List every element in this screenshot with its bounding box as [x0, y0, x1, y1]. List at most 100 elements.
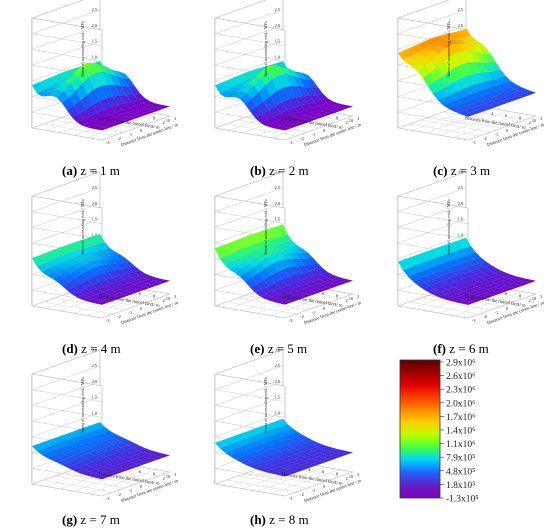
z-tick-label-f-3: 1.0 — [458, 232, 463, 237]
caption-e-text: z = 5 m — [267, 341, 308, 356]
y-tick-label-e-1: -2 — [300, 314, 304, 319]
caption-e: (e) z = 5 m — [250, 341, 307, 357]
caption-f: (f) z = 6 m — [433, 341, 489, 357]
z-tick-label-a-3: 1.0 — [92, 54, 97, 59]
colorbar-label-4: 1.7x10⁶ — [446, 413, 475, 423]
colorbar-label-5: 1.4x10⁶ — [446, 427, 475, 437]
surface-cell-d-13-7 — [144, 284, 157, 289]
y-tick-label-b-1: -2 — [300, 136, 304, 141]
colorbar-gradient — [399, 359, 441, 499]
colorbar-legend: 2.9x10⁶ 2.6x10⁶ 2.3x10⁶ 2.0x10⁶ 1.7x10⁶ 1.4x1… — [399, 359, 479, 504]
surface-cell-f-13-5 — [496, 289, 510, 294]
colorbar-label-2: 2.3x10⁶ — [446, 386, 475, 396]
z-tick-label-b-4: 1.5 — [275, 39, 280, 44]
z-tick-label-a-6: 2.5 — [92, 7, 97, 12]
surface-cell-e-13-6 — [320, 286, 334, 291]
x-tick-label-g-4: 8 — [153, 472, 155, 477]
surface-cell-f-13-1 — [469, 298, 483, 303]
surface-cell-e-13-4 — [306, 291, 320, 296]
surface-cell-b-13-4 — [306, 117, 320, 121]
caption-e-letter: (e) — [250, 341, 265, 356]
surface-cell-g-13-8 — [150, 456, 164, 461]
y-gridline-f-2 — [420, 297, 491, 311]
caption-h-text: z = 8 m — [269, 512, 309, 527]
z-gridline-h-6 — [214, 365, 286, 402]
y-tick-label-b-6: 3 — [357, 116, 359, 121]
y-gridline-c-1 — [409, 123, 480, 137]
surface-cell-g-13-0 — [96, 475, 110, 480]
surface-cell-e-13-9 — [340, 279, 354, 284]
surface-cell-d-13-9 — [157, 279, 171, 284]
y-tick-label-g-3: 0 — [140, 484, 142, 489]
y-gridline-a-0 — [31, 127, 103, 141]
z-gridline-a-5 — [31, 25, 103, 62]
surface-cell-e-13-2 — [293, 296, 306, 300]
colorbar-label-3: 2.0x10⁶ — [446, 399, 475, 409]
y-gridline-e-1 — [226, 301, 297, 315]
z-gridline-f-7 — [397, 171, 469, 209]
y-gridline-c-3 — [431, 115, 503, 129]
y-gridline-e-2 — [237, 297, 308, 311]
colorbar-label-0: 2.9x10⁶ — [446, 359, 475, 369]
y-tick-label-f-3: 0 — [506, 306, 508, 311]
surface-cell-f-13-8 — [516, 282, 530, 286]
caption-g-letter: (g) — [62, 512, 78, 527]
y-tick-label-e-6: 3 — [357, 294, 359, 299]
y-tick-label-h-3: 0 — [323, 484, 325, 489]
z-tick-label-b-6: 2.5 — [275, 7, 280, 12]
surface-cell-h-13-4 — [306, 463, 320, 468]
surface-cell-g-13-4 — [123, 465, 137, 470]
z-gridline-e-6 — [214, 187, 286, 224]
x-tick-label-f-5: 10 — [532, 296, 536, 301]
surface-panel-g: -0.50.00.51.01.52.02.53.00246810-3-2-101… — [31, 348, 179, 503]
surface-cell-h-13-0 — [279, 472, 293, 477]
z-tick-label-d-4: 1.5 — [92, 217, 97, 222]
y-gridline-g-0 — [31, 483, 103, 497]
surface-panel-h: -0.50.00.51.01.52.02.53.00246810-3-2-101… — [214, 348, 362, 503]
x-tick-label-e-4: 8 — [336, 294, 338, 299]
surface-cell-b-13-7 — [327, 110, 340, 114]
caption-a-text: z = 1 m — [80, 163, 120, 178]
z-axis-label-a: Stress of surrounding rock / MPa — [80, 21, 85, 77]
surface-cell-b-13-5 — [313, 114, 327, 119]
x-tick-label-h-5: 10 — [349, 474, 353, 479]
surface-b — [214, 61, 354, 131]
surface-cell-b-13-1 — [286, 124, 300, 129]
y-tick-label-b-5: 2 — [346, 120, 348, 125]
y-tick-label-g-1: -2 — [117, 492, 121, 497]
y-tick-label-c-2: -1 — [495, 132, 499, 137]
y-tick-label-d-5: 2 — [163, 298, 165, 303]
z-tick-label-h-7: 3.0 — [275, 348, 280, 353]
caption-c: (c) z = 3 m — [433, 163, 490, 179]
y-gridline-h-1 — [226, 479, 297, 493]
surface-cell-d-13-0 — [96, 301, 110, 305]
surface-panel-c: -0.50.00.51.01.52.02.53.00246810-3-2-101… — [397, 0, 545, 147]
z-tick-label-b-3: 1.0 — [275, 54, 280, 59]
y-tick-label-e-4: 1 — [334, 302, 336, 307]
surface-panel-b: -0.50.00.51.01.52.02.53.00246810-3-2-101… — [214, 0, 362, 147]
x-tick-label-g-3: 6 — [139, 469, 141, 474]
y-tick-label-d-0: -3 — [106, 318, 110, 323]
surface-h — [214, 418, 354, 477]
x-tick-label-f-4: 8 — [519, 294, 521, 299]
surface-cell-g-13-7 — [144, 458, 157, 463]
z-tick-label-g-5: 2.0 — [92, 379, 97, 384]
colorbar-label-8: 4.8x10⁵ — [446, 467, 475, 477]
z-tick-label-d-6: 2.5 — [92, 185, 97, 190]
caption-a-letter: (a) — [62, 163, 78, 178]
x-tick-label-c-4: 8 — [519, 116, 521, 121]
z-tick-label-a-4: 1.5 — [92, 39, 97, 44]
surface-cell-f-13-4 — [489, 291, 503, 296]
y-tick-label-b-4: 1 — [334, 124, 336, 129]
surface-cell-c-13-4 — [489, 102, 503, 108]
caption-g-text: z = 7 m — [80, 512, 120, 527]
z-gridline-d-6 — [31, 187, 103, 224]
caption-b-text: z = 2 m — [269, 163, 309, 178]
x-tick-label-e-5: 10 — [349, 296, 353, 301]
y-tick-label-b-2: -1 — [312, 132, 316, 137]
y-gridline-h-0 — [214, 483, 286, 497]
surface-cell-b-13-6 — [320, 112, 334, 117]
y-tick-label-g-2: -1 — [129, 488, 133, 493]
z-tick-label-f-6: 2.5 — [458, 185, 463, 190]
surface-cell-e-13-1 — [286, 298, 300, 303]
